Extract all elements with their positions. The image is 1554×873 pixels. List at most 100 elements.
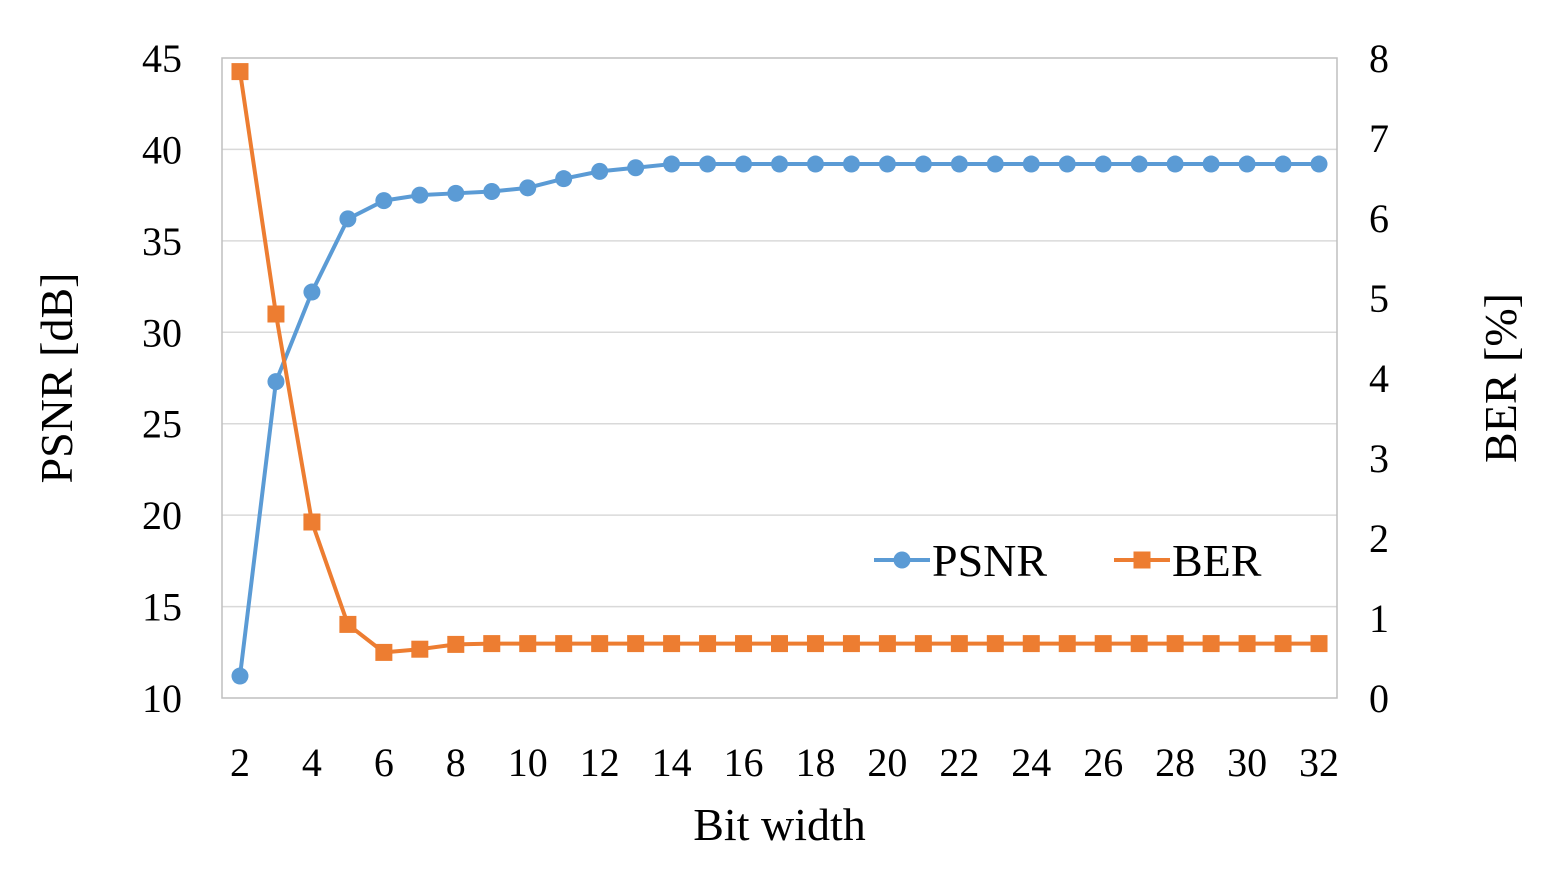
psnr-point [1094, 155, 1112, 173]
psnr-point [627, 159, 645, 177]
series-ber [231, 63, 1328, 661]
legend-psnr-label: PSNR [932, 535, 1047, 586]
legend-psnr-marker [893, 551, 911, 569]
ber-point [663, 635, 681, 653]
legend-item-ber: BER [1114, 535, 1262, 586]
ber-point [1310, 635, 1328, 653]
ber-point [914, 635, 932, 653]
y-left-tick-label: 10 [142, 676, 182, 721]
x-tick-label: 6 [374, 740, 394, 785]
psnr-point [231, 667, 249, 685]
ber-point [519, 635, 537, 653]
ber-point [986, 635, 1004, 653]
legend: PSNR BER [874, 535, 1262, 586]
psnr-point [1058, 155, 1076, 173]
x-tick-label: 32 [1299, 740, 1339, 785]
y-left-tick-label: 40 [142, 127, 182, 172]
ber-point [806, 635, 824, 653]
x-tick-label: 22 [939, 740, 979, 785]
x-tick-label: 8 [446, 740, 466, 785]
ber-point [1130, 635, 1148, 653]
legend-ber-label: BER [1172, 535, 1262, 586]
x-tick-label: 14 [652, 740, 692, 785]
y-left-tick-label: 25 [142, 402, 182, 447]
gridlines [222, 148, 1337, 608]
ber-point [267, 305, 285, 323]
psnr-point [1022, 155, 1040, 173]
ber-point [591, 635, 609, 653]
psnr-point [339, 210, 357, 228]
psnr-point [483, 182, 501, 200]
psnr-point [411, 186, 429, 204]
ber-point [771, 635, 788, 653]
y-right-tick-labels: 0 1 2 3 4 5 6 7 8 [1369, 36, 1389, 721]
y-right-tick-label: 5 [1369, 276, 1389, 321]
psnr-point [1202, 155, 1220, 173]
y-right-tick-label: 1 [1369, 596, 1389, 641]
ber-point [411, 640, 429, 658]
y-right-tick-label: 0 [1369, 676, 1389, 721]
y-left-tick-label: 20 [142, 493, 182, 538]
psnr-point [519, 179, 537, 197]
psnr-point [1274, 155, 1292, 173]
x-tick-label: 18 [795, 740, 835, 785]
x-tick-label: 28 [1155, 740, 1195, 785]
y-right-tick-label: 7 [1369, 116, 1389, 161]
y-right-axis-title: BER [%] [1475, 293, 1526, 463]
y-left-tick-label: 35 [142, 219, 182, 264]
psnr-point [1130, 155, 1148, 173]
y-left-tick-labels: 10 15 20 25 30 35 40 45 [142, 36, 182, 721]
psnr-point [267, 373, 285, 391]
ber-point [555, 635, 573, 653]
x-tick-labels: 2 4 6 8 10 12 14 16 18 20 22 24 26 28 30 32 [230, 740, 1339, 785]
psnr-point [555, 170, 573, 188]
ber-point [1058, 635, 1076, 653]
psnr-point [591, 162, 609, 180]
x-tick-label: 30 [1227, 740, 1267, 785]
psnr-point [735, 155, 753, 173]
ber-point [627, 635, 645, 653]
x-axis-title: Bit width [693, 799, 866, 850]
ber-point [1022, 635, 1040, 653]
psnr-point [663, 155, 681, 173]
ber-point [483, 635, 501, 653]
ber-point [699, 635, 717, 653]
psnr-point [447, 184, 465, 202]
ber-point [1274, 635, 1292, 653]
y-right-tick-label: 2 [1369, 516, 1389, 561]
ber-point [339, 615, 357, 633]
x-tick-label: 2 [230, 740, 250, 785]
psnr-point [1166, 155, 1184, 173]
psnr-point [303, 283, 321, 301]
x-tick-label: 16 [724, 740, 764, 785]
y-left-tick-label: 30 [142, 310, 182, 355]
ber-point [735, 635, 753, 653]
y-right-tick-label: 8 [1369, 36, 1389, 81]
ber-point [231, 63, 249, 81]
psnr-point [1310, 155, 1328, 173]
ber-point [1166, 635, 1184, 653]
y-left-tick-label: 45 [142, 36, 182, 81]
ber-point [950, 635, 968, 653]
y-right-tick-label: 6 [1369, 196, 1389, 241]
psnr-point [1238, 155, 1256, 173]
x-tick-label: 24 [1011, 740, 1051, 785]
ber-point [1238, 635, 1256, 653]
series-layer [231, 63, 1328, 685]
x-tick-label: 26 [1083, 740, 1123, 785]
ber-point [842, 635, 860, 653]
ber-point [878, 635, 896, 653]
legend-item-psnr: PSNR [874, 535, 1047, 586]
psnr-point [878, 155, 896, 173]
y-right-tick-label: 4 [1369, 356, 1389, 401]
psnr-point [914, 155, 932, 173]
ber-point [303, 513, 321, 531]
series-psnr [231, 155, 1328, 685]
x-tick-label: 12 [580, 740, 620, 785]
psnr-point [842, 155, 860, 173]
psnr-point [986, 155, 1004, 173]
y-right-tick-label: 3 [1369, 436, 1389, 481]
ber-point [375, 643, 393, 661]
ber-point [1202, 635, 1220, 653]
